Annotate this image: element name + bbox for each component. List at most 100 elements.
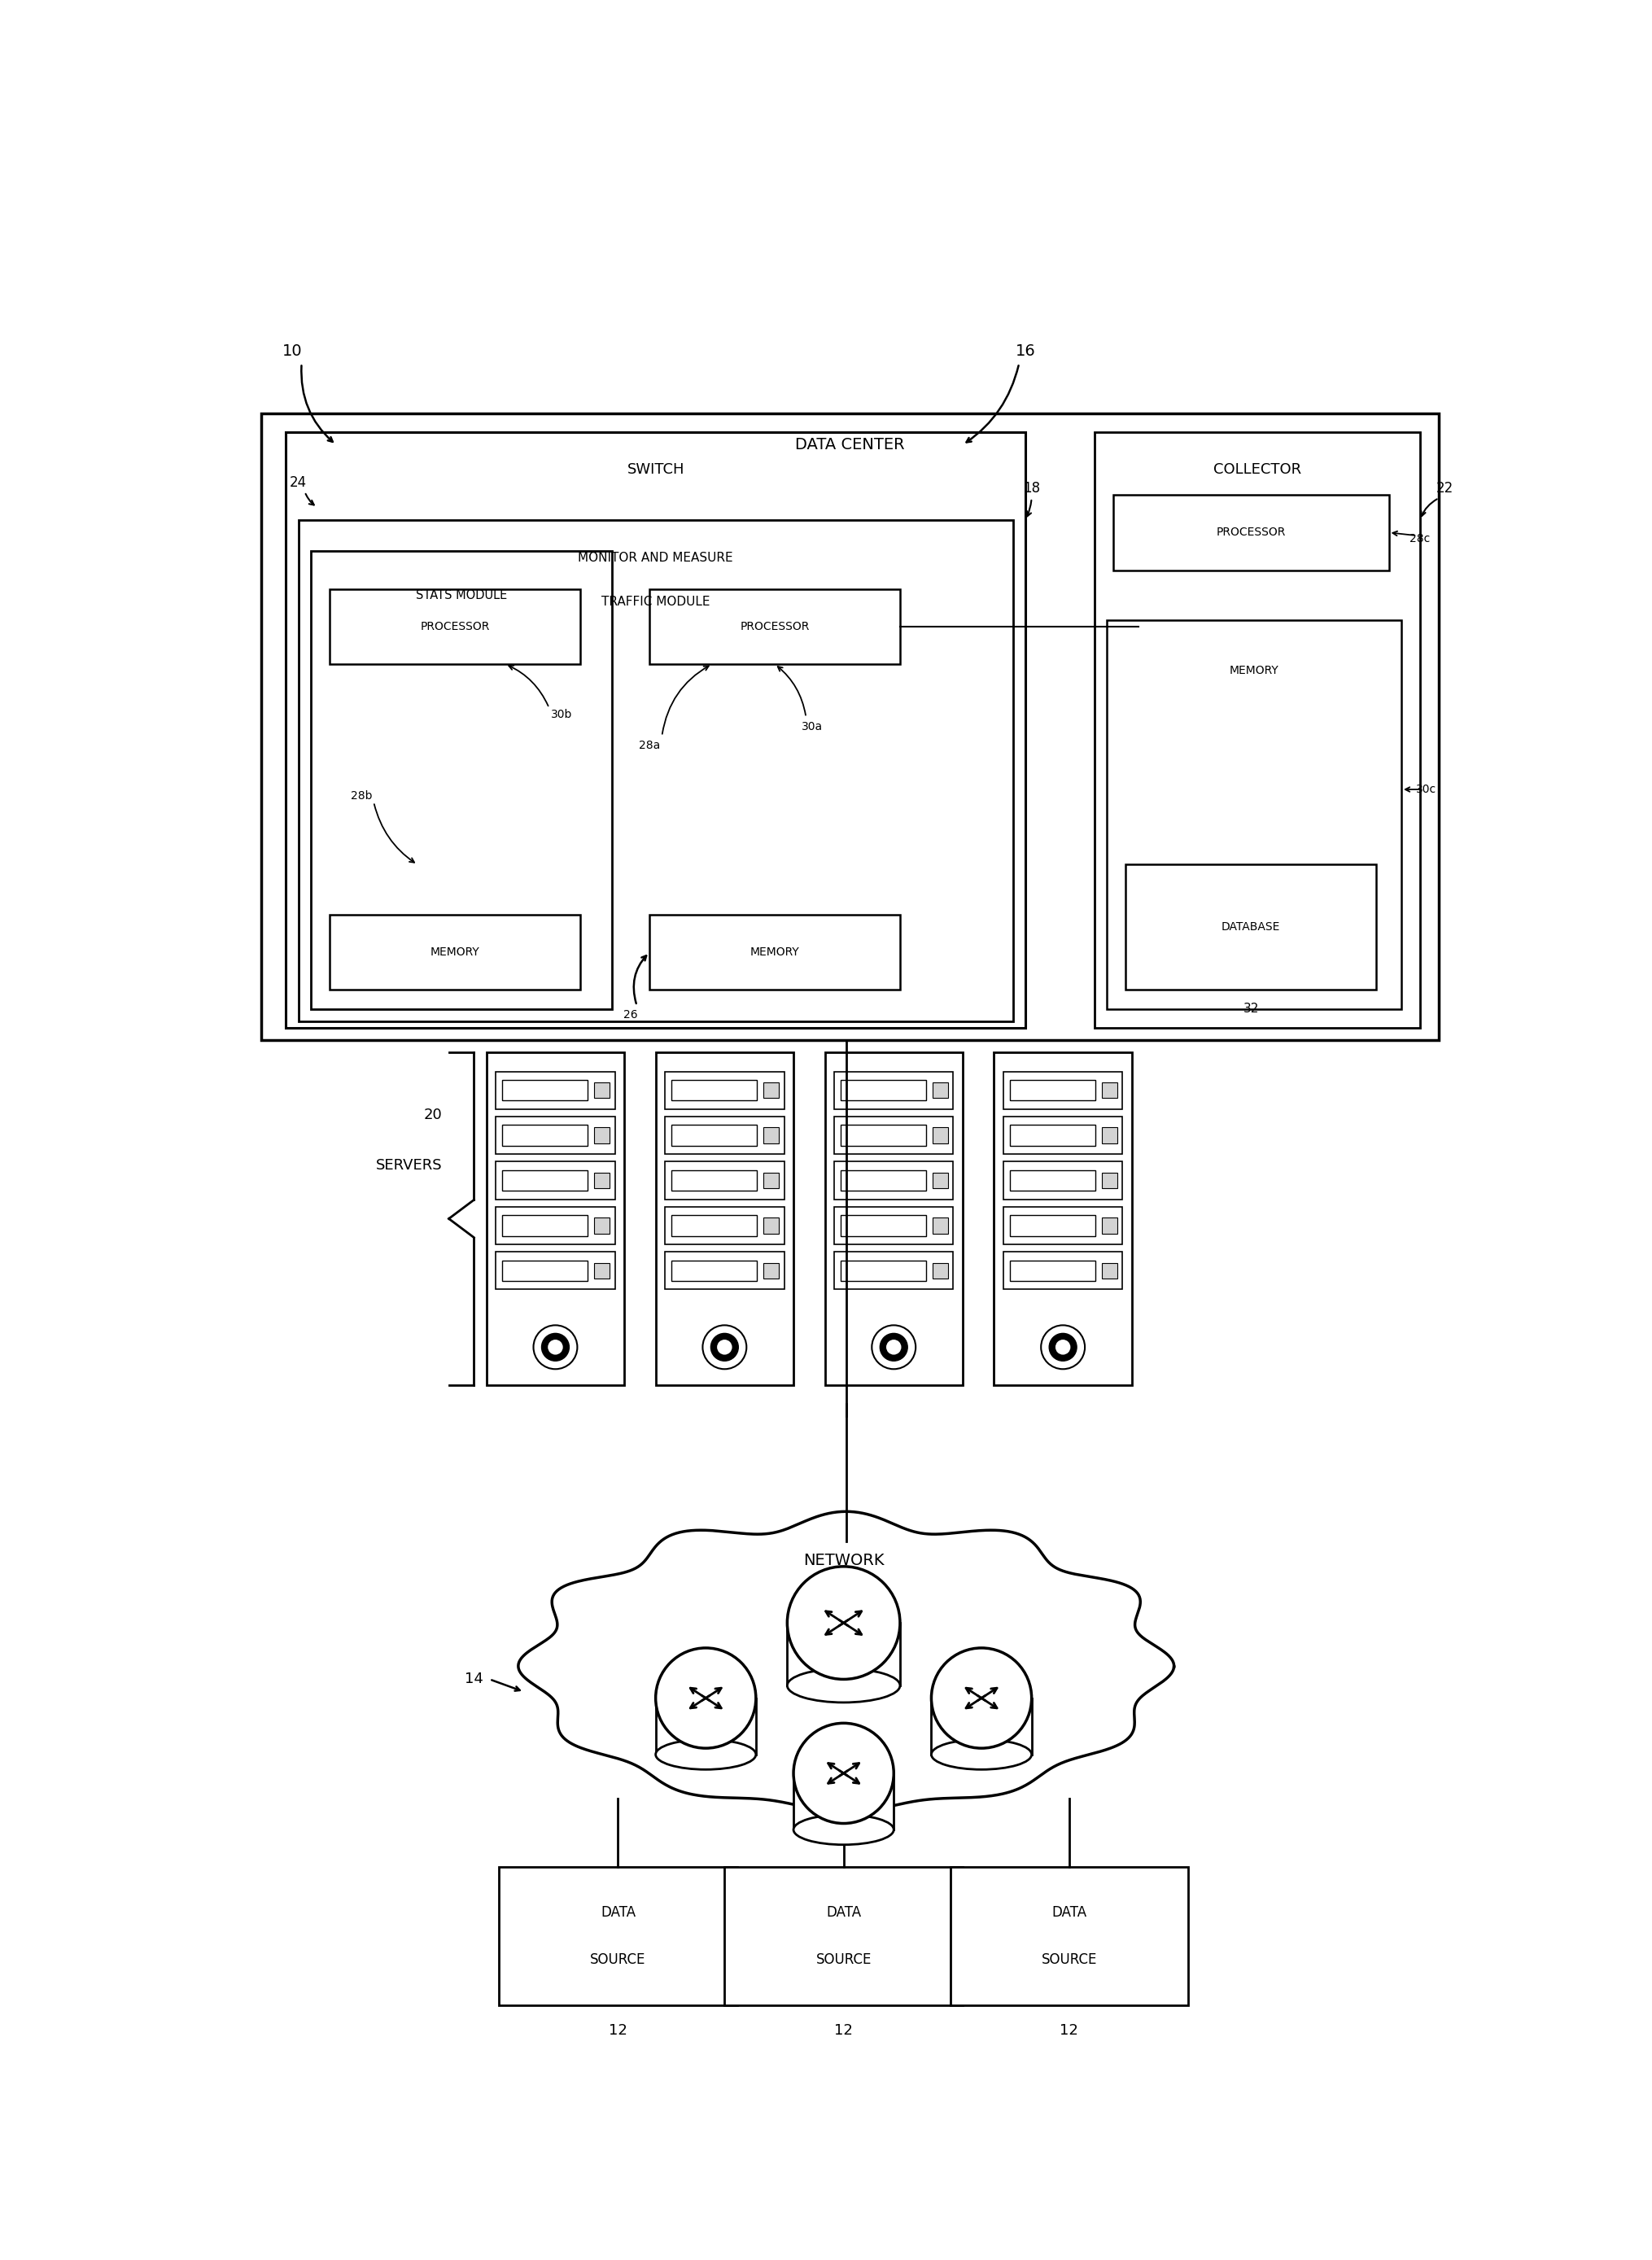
Text: TRAFFIC MODULE: TRAFFIC MODULE [601,594,710,608]
Text: SWITCH: SWITCH [626,463,684,477]
Text: 12: 12 [1059,2023,1079,2039]
Circle shape [1041,1324,1084,1370]
Text: 22: 22 [1436,481,1454,495]
Bar [595,1263,610,1279]
Text: MEMORY: MEMORY [1229,664,1279,676]
Text: 10: 10 [282,344,302,359]
Bar [649,590,900,664]
Bar [763,1218,778,1234]
Bar [993,1053,1132,1385]
Bar [1102,1083,1117,1098]
Bar [834,1071,953,1110]
Text: 14: 14 [464,1672,482,1686]
Bar [1003,1162,1122,1200]
Text: SOURCE: SOURCE [816,1953,871,1966]
Text: 28c: 28c [1409,533,1429,545]
Circle shape [885,1340,900,1354]
Bar [1003,1116,1122,1155]
Bar [1125,866,1376,990]
Bar [656,1697,755,1754]
Bar [502,1125,588,1146]
Bar [664,1162,783,1200]
Bar [595,1083,610,1098]
Circle shape [1049,1333,1075,1361]
Bar [671,1261,757,1281]
Bar [1003,1207,1122,1245]
Bar [932,1263,948,1279]
Text: STATS MODULE: STATS MODULE [416,590,507,601]
Ellipse shape [793,1815,894,1844]
Bar [786,1623,900,1686]
Text: 30c: 30c [1416,784,1436,796]
Circle shape [793,1722,894,1824]
Bar [496,1071,615,1110]
Ellipse shape [786,1668,900,1702]
Bar [950,1867,1188,2005]
Text: PROCESSOR: PROCESSOR [1216,527,1285,538]
Bar [502,1171,588,1191]
Text: DATA CENTER: DATA CENTER [795,436,904,452]
Text: MEMORY: MEMORY [430,947,479,958]
Text: PROCESSOR: PROCESSOR [420,622,489,633]
Bar [841,1125,925,1146]
Bar [1102,1218,1117,1234]
Bar [1009,1261,1095,1281]
Bar [834,1116,953,1155]
Bar [1094,432,1419,1028]
Bar [1009,1216,1095,1236]
Text: DATA: DATA [826,1905,861,1921]
Bar [649,915,900,990]
Bar [1003,1252,1122,1290]
Text: 30b: 30b [550,710,572,721]
Bar [932,1128,948,1144]
Bar [664,1116,783,1155]
Text: NETWORK: NETWORK [803,1553,884,1568]
Text: 32: 32 [1242,1003,1259,1015]
Bar [499,1867,737,2005]
Bar [671,1080,757,1101]
Bar [330,590,580,664]
Circle shape [871,1324,915,1370]
Bar [330,915,580,990]
Circle shape [1056,1340,1070,1354]
Bar [1112,495,1388,570]
Text: DATA: DATA [1051,1905,1087,1921]
Bar [1009,1171,1095,1191]
Text: COLLECTOR: COLLECTOR [1213,463,1300,477]
Circle shape [930,1648,1031,1749]
Bar [671,1216,757,1236]
Text: 28b: 28b [350,791,372,802]
Bar [502,1216,588,1236]
Circle shape [879,1333,907,1361]
Text: PROCESSOR: PROCESSOR [740,622,809,633]
Text: 20: 20 [425,1107,443,1123]
Bar [595,1128,610,1144]
Bar [841,1171,925,1191]
Bar [824,1053,961,1385]
Bar [486,1053,624,1385]
Bar [834,1207,953,1245]
Text: MEMORY: MEMORY [750,947,800,958]
Circle shape [786,1566,900,1679]
Text: DATA: DATA [600,1905,636,1921]
Bar [1009,1080,1095,1101]
Bar [1102,1128,1117,1144]
Text: 24: 24 [289,475,307,490]
Bar [671,1125,757,1146]
Bar [1009,1125,1095,1146]
Circle shape [547,1340,563,1354]
Bar [763,1263,778,1279]
Circle shape [534,1324,577,1370]
Circle shape [717,1340,732,1354]
Text: MONITOR AND MEASURE: MONITOR AND MEASURE [578,551,733,563]
Bar [502,1080,588,1101]
Text: 12: 12 [834,2023,852,2039]
Bar [932,1173,948,1189]
Bar [496,1207,615,1245]
Bar [496,1162,615,1200]
Bar [763,1083,778,1098]
Bar [502,1261,588,1281]
Bar [841,1080,925,1101]
Text: 12: 12 [608,2023,628,2039]
Bar [930,1697,1031,1754]
